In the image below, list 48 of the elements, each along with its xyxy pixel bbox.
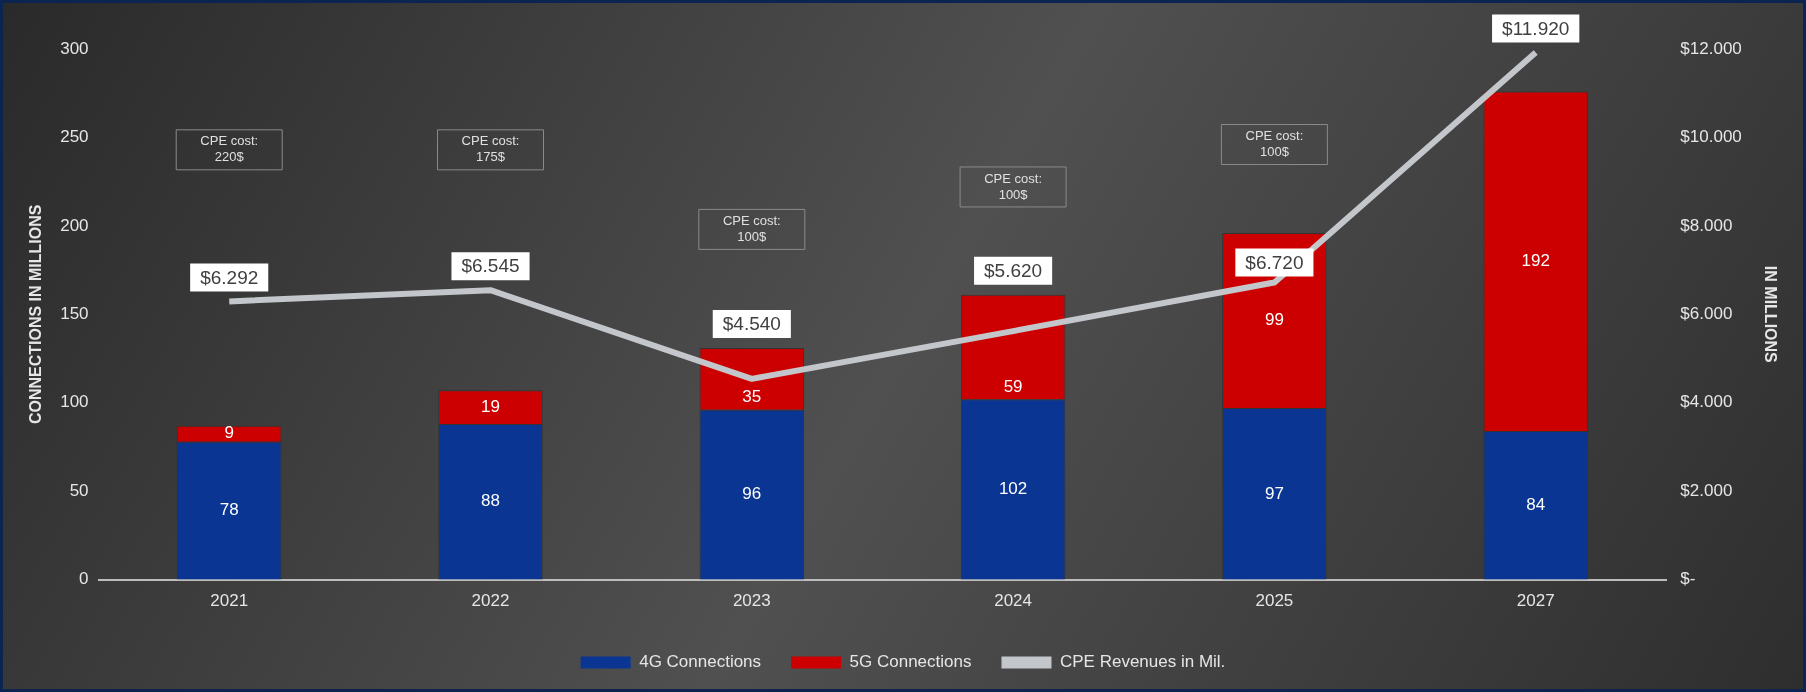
x-tick-label: 2027 [1516, 591, 1555, 611]
y2-axis-title: IN MILLIONS [1761, 265, 1779, 364]
data-label: 99 [1264, 310, 1284, 330]
data-label: 84 [1526, 495, 1546, 514]
x-tick-label: 2021 [210, 591, 249, 611]
y2-tick-label: $2.000 [1680, 480, 1733, 500]
data-label: 88 [481, 491, 500, 511]
data-label: 192 [1521, 250, 1550, 270]
y-tick-label: 50 [69, 480, 89, 500]
annotation: CPE cost: 175$ [461, 133, 520, 165]
y-tick-label: 0 [79, 569, 89, 589]
y-tick-label: 150 [60, 303, 89, 323]
y-axis-title: CONNECTIONS IN MILLIONS [27, 204, 45, 425]
data-label: 35 [742, 387, 762, 407]
y2-tick-label: $8.000 [1680, 215, 1733, 235]
legend-label: 4G Connections [639, 652, 762, 672]
y2-tick-label: $12.000 [1680, 38, 1742, 58]
y2-tick-label: $4.000 [1680, 392, 1733, 412]
y-tick-label: 300 [60, 38, 89, 58]
data-label: $6.545 [461, 255, 520, 277]
data-label: 102 [998, 479, 1028, 499]
annotation: CPE cost: 220$ [200, 133, 259, 165]
annotation: CPE cost: 100$ [984, 170, 1042, 202]
data-label: 78 [219, 500, 239, 520]
legend-label: CPE Revenues in Mil. [1059, 652, 1226, 672]
y-tick-label: 100 [60, 392, 89, 412]
data-label: $6.292 [200, 266, 259, 288]
data-label: $11.920 [1502, 17, 1570, 39]
data-label: 96 [742, 484, 762, 504]
data-label: 9 [224, 423, 234, 443]
data-label: $4.540 [722, 313, 781, 335]
data-label: 59 [1003, 376, 1023, 396]
legend-label: 5G Connections [849, 652, 972, 672]
y2-tick-label: $10.000 [1680, 127, 1742, 147]
annotation: CPE cost: 100$ [722, 212, 781, 244]
annotation: CPE cost: 100$ [1245, 128, 1304, 160]
y-tick-label: 200 [60, 215, 89, 235]
y-tick-label: 250 [60, 127, 89, 147]
data-label: $6.720 [1245, 251, 1304, 273]
x-tick-label: 2023 [732, 591, 771, 611]
y2-tick-label: $6.000 [1680, 303, 1733, 323]
x-tick-label: 2022 [471, 591, 510, 611]
data-label: 19 [481, 396, 500, 416]
x-tick-label: 2025 [1255, 591, 1294, 611]
y2-tick-label: $- [1680, 569, 1696, 589]
data-label: $5.620 [984, 260, 1043, 282]
data-label: 97 [1264, 483, 1284, 503]
x-tick-label: 2024 [994, 591, 1033, 611]
